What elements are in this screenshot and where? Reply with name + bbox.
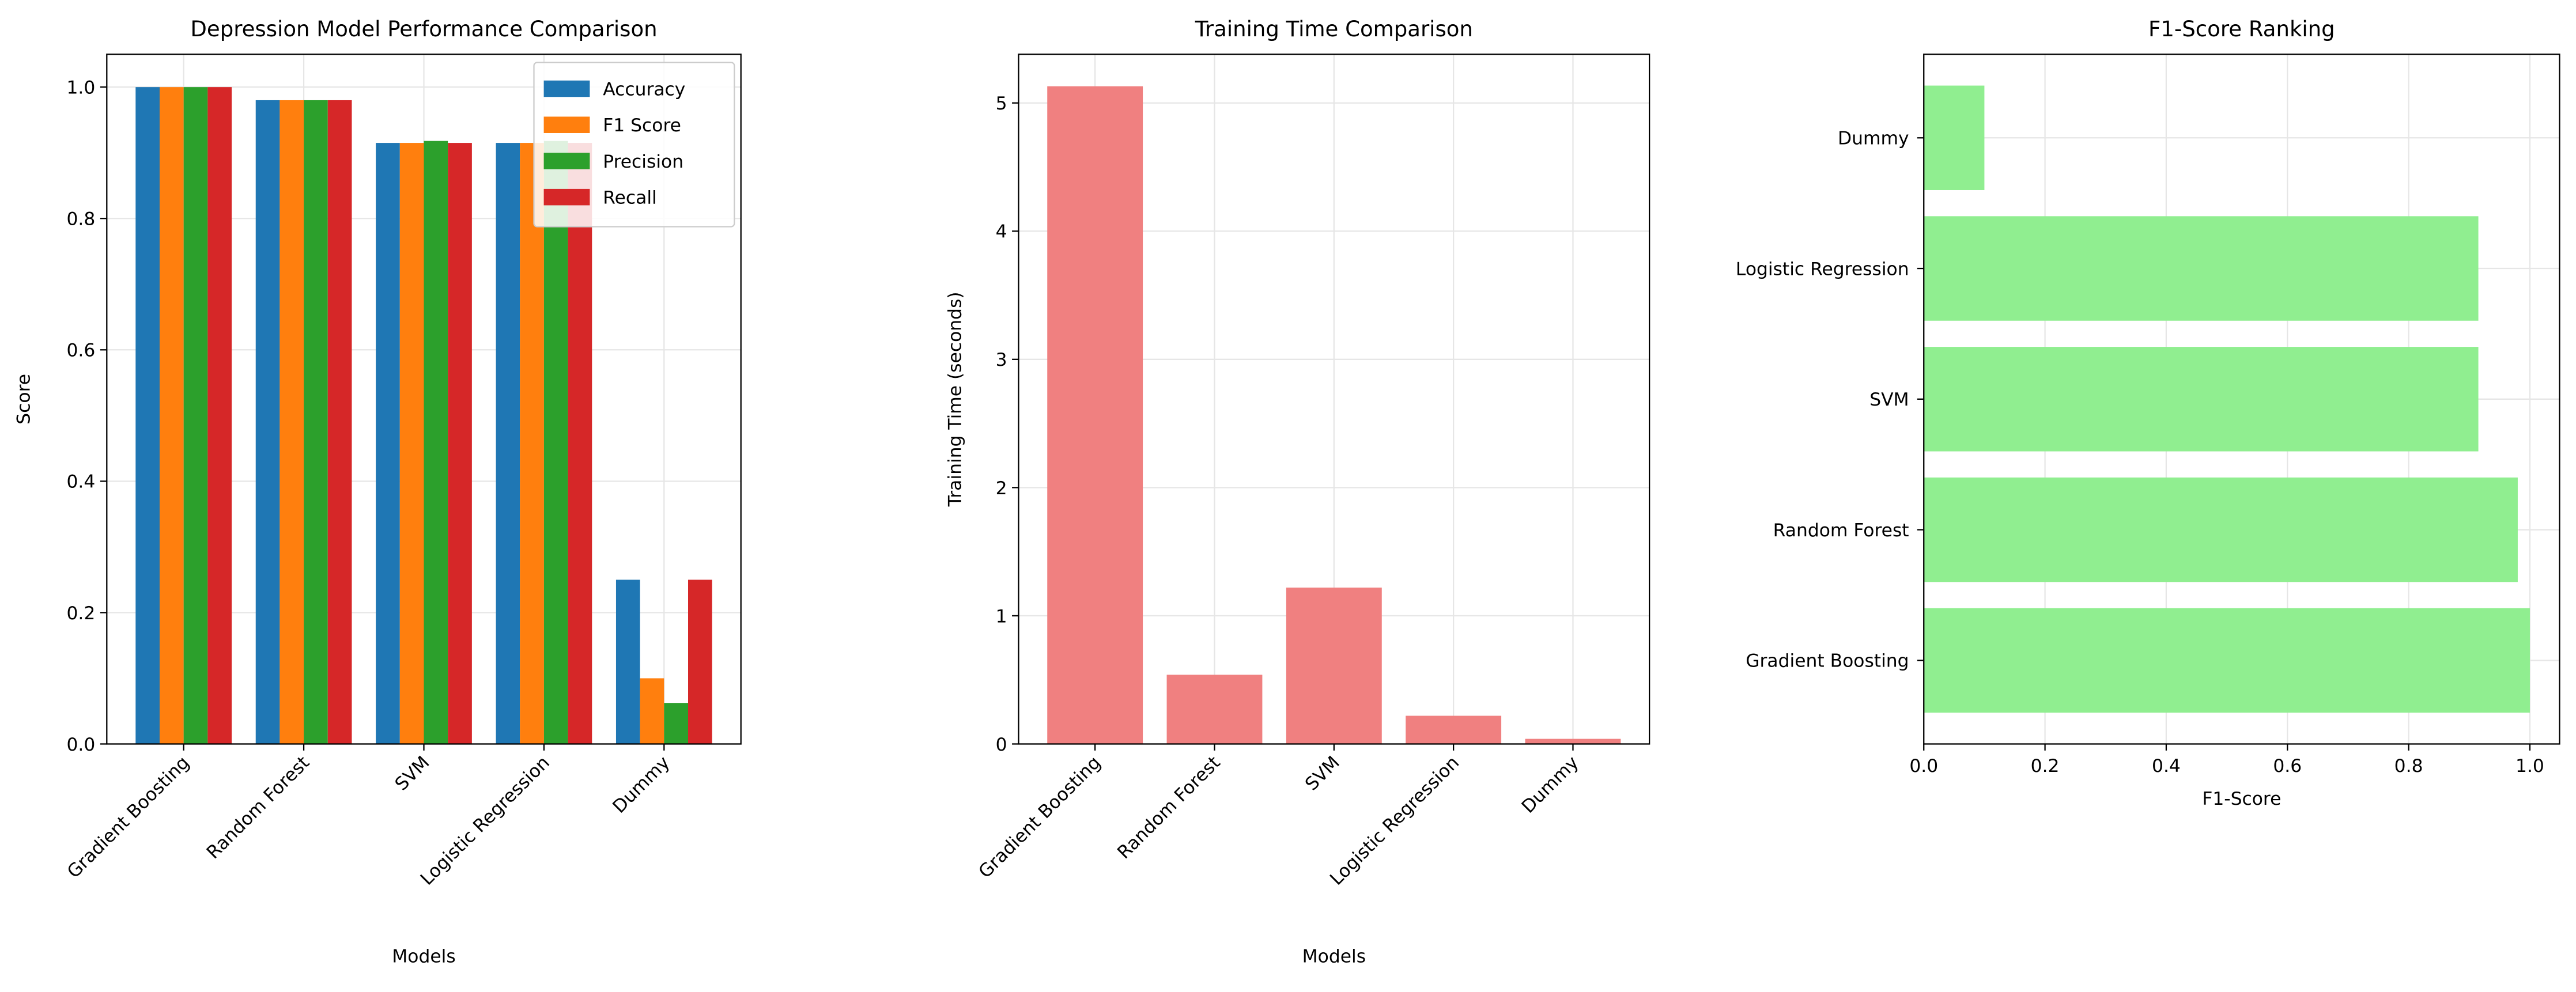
x-tick-label: 1.0 [2515, 756, 2544, 777]
y-tick-label: 1 [996, 606, 1007, 627]
x-tick-label: Logistic Regression [1326, 752, 1463, 889]
x-tick-label: 0.8 [2394, 756, 2423, 777]
legend-swatch [543, 188, 590, 206]
bar [279, 100, 304, 744]
x-tick-label: SVM [1301, 752, 1344, 795]
x-tick-label: SVM [391, 752, 434, 795]
bar [207, 87, 232, 744]
x-tick-label: Dummy [1518, 752, 1583, 817]
chart-title: Training Time Comparison [1195, 17, 1473, 41]
bar [568, 143, 592, 744]
x-tick-label: 0.0 [1909, 756, 1938, 777]
y-tick-label: Gradient Boosting [1746, 651, 1909, 672]
bar [1525, 739, 1621, 744]
x-tick-label: Random Forest [203, 752, 313, 863]
bar [543, 141, 568, 744]
bar [496, 143, 520, 744]
y-tick-label: 0.2 [66, 603, 95, 624]
x-tick-label: Gradient Boosting [63, 752, 194, 883]
y-tick-label: SVM [1869, 389, 1909, 410]
y-tick-label: 4 [996, 222, 1007, 243]
bar [640, 678, 664, 744]
y-tick-label: 2 [996, 478, 1007, 499]
bar [1166, 675, 1263, 744]
legend-box [533, 62, 735, 228]
y-tick-label: 1.0 [66, 78, 95, 99]
y-tick-label: 3 [996, 350, 1007, 370]
bar [135, 87, 160, 744]
bar [1406, 715, 1502, 744]
x-axis-label: Models [392, 946, 455, 967]
y-axis-label: Training Time (seconds) [945, 291, 966, 507]
bar [1924, 216, 2479, 321]
x-tick-label: 0.4 [2152, 756, 2181, 777]
x-tick-label: 0.6 [2273, 756, 2302, 777]
legend: Accuracy F1 Score Precision Recall [533, 62, 735, 228]
chart-title: F1-Score Ranking [2148, 17, 2335, 41]
x-tick-label: Logistic Regression [417, 752, 554, 889]
bar [399, 143, 424, 744]
bar [1924, 347, 2479, 452]
legend-swatch [543, 80, 590, 97]
bar [520, 143, 544, 744]
legend-label: Precision [603, 152, 683, 172]
bar [615, 580, 640, 744]
x-tick-label: Gradient Boosting [975, 752, 1105, 883]
plot-frame [1018, 54, 1650, 745]
legend-label: Accuracy [603, 79, 685, 100]
bar [448, 143, 472, 744]
y-tick-label: 0.6 [66, 340, 95, 361]
bar [1047, 86, 1143, 744]
plot-frame [1923, 54, 2560, 745]
chart-title: Depression Model Performance Comparison [190, 17, 657, 41]
y-tick-label: 0 [996, 734, 1007, 755]
legend-label: Recall [603, 188, 657, 209]
y-tick-label: Logistic Regression [1736, 259, 1909, 279]
x-axis-label: F1-Score [2202, 789, 2281, 809]
legend-label: F1 Score [603, 115, 681, 136]
plot-frame [106, 54, 742, 745]
bar [327, 100, 352, 744]
bar [664, 703, 688, 744]
x-tick-label: 0.2 [2031, 756, 2060, 777]
y-tick-label: 5 [996, 93, 1007, 114]
y-tick-label: 0.4 [66, 472, 95, 493]
x-tick-label: Random Forest [1113, 752, 1224, 863]
y-tick-label: 0.8 [66, 209, 95, 230]
bar [183, 87, 208, 744]
bar [688, 580, 712, 744]
y-axis-label: Score [13, 374, 34, 425]
bar [1924, 85, 1985, 190]
bar [376, 143, 400, 744]
bar [1924, 608, 2530, 713]
bar [1924, 477, 2518, 582]
bar [159, 87, 184, 744]
y-tick-label: 0.0 [66, 734, 95, 755]
x-tick-label: Dummy [609, 752, 674, 817]
y-tick-label: Dummy [1838, 128, 1909, 149]
y-tick-label: Random Forest [1773, 520, 1909, 541]
x-axis-label: Models [1302, 946, 1366, 967]
bar [424, 141, 448, 744]
legend-swatch [543, 116, 590, 133]
bar [255, 100, 280, 744]
bar [1286, 587, 1382, 744]
legend-swatch [543, 153, 590, 169]
bar [304, 100, 328, 744]
